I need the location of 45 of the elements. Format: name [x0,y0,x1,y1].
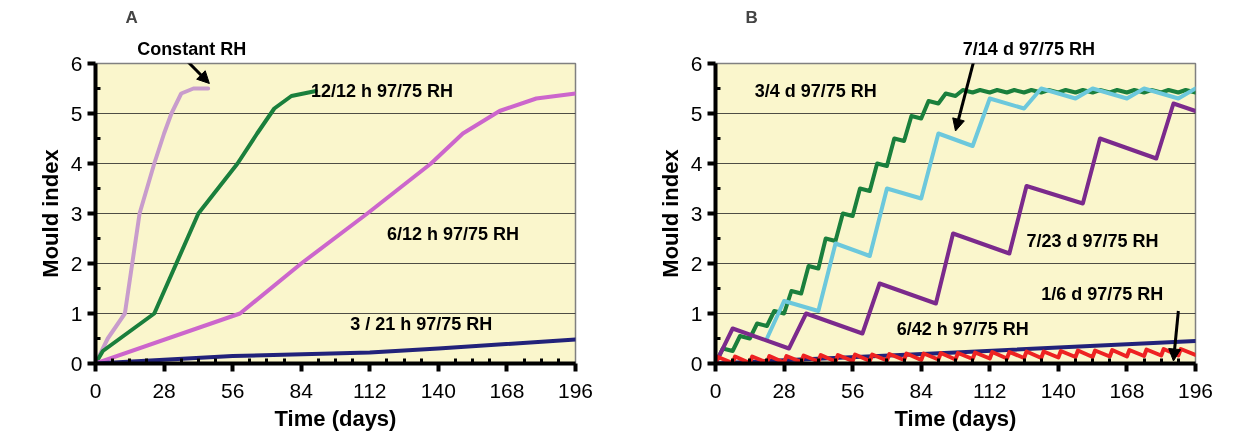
x-tick-label: 0 [709,378,722,402]
text: 1/6 d 97/75 RH [1041,283,1164,304]
x-axis-title: Time (days) [894,405,1017,431]
y-axis-title: Mould index [37,148,63,278]
x-tick-label: 28 [772,378,796,402]
y-tick-label: 5 [70,101,83,125]
y-tick-label: 0 [690,351,703,375]
y-tick-label: 1 [690,301,703,325]
chart-title: A [125,7,138,27]
series-label: 6/12 h 97/75 RH [386,223,520,244]
y-tick-label: 2 [70,251,83,275]
y-tick-label: 4 [70,151,83,175]
y-tick-label: 5 [690,101,703,125]
y-tick-label: 6 [70,51,83,75]
x-tick-label: 168 [1109,378,1145,402]
series-label: 12/12 h 97/75 RH [311,81,454,101]
x-tick-label: 112 [973,378,1007,402]
y-tick-label: 6 [690,51,703,75]
x-tick-label: 168 [489,378,525,402]
text: Constant RH [137,38,247,59]
x-tick-label: 196 [1177,378,1214,402]
x-tick-label: 112 [353,378,387,402]
x-tick-label: 140 [1040,378,1076,402]
y-tick-label: 1 [70,301,83,325]
x-tick-label: 56 [840,378,865,402]
y-tick-label: 3 [690,201,703,225]
y-tick-label: 4 [690,151,703,175]
series-label: 7/23 d 97/75 RH [1026,231,1159,251]
x-tick-label: 56 [220,378,245,402]
series-label: 7/14 d 97/75 RH [962,38,1095,59]
x-tick-label: 84 [909,378,934,402]
y-axis-title: Mould index [657,148,683,278]
x-axis-title: Time (days) [274,405,397,431]
text: 3/4 d 97/75 RH [754,81,877,101]
x-tick-label: 196 [557,378,594,402]
chart-title: B [745,7,758,27]
y-tick-label: 2 [690,251,703,275]
y-tick-label: 3 [70,201,83,225]
series-label: 3 / 21 h 97/75 RH [350,313,493,334]
x-tick-label: 84 [289,378,314,402]
y-tick-label: 0 [70,351,83,375]
x-tick-label: 140 [420,378,456,402]
x-tick-label: 28 [152,378,176,402]
series-label: 6/42 h 97/75 RH [896,318,1029,339]
x-tick-label: 0 [89,378,102,402]
